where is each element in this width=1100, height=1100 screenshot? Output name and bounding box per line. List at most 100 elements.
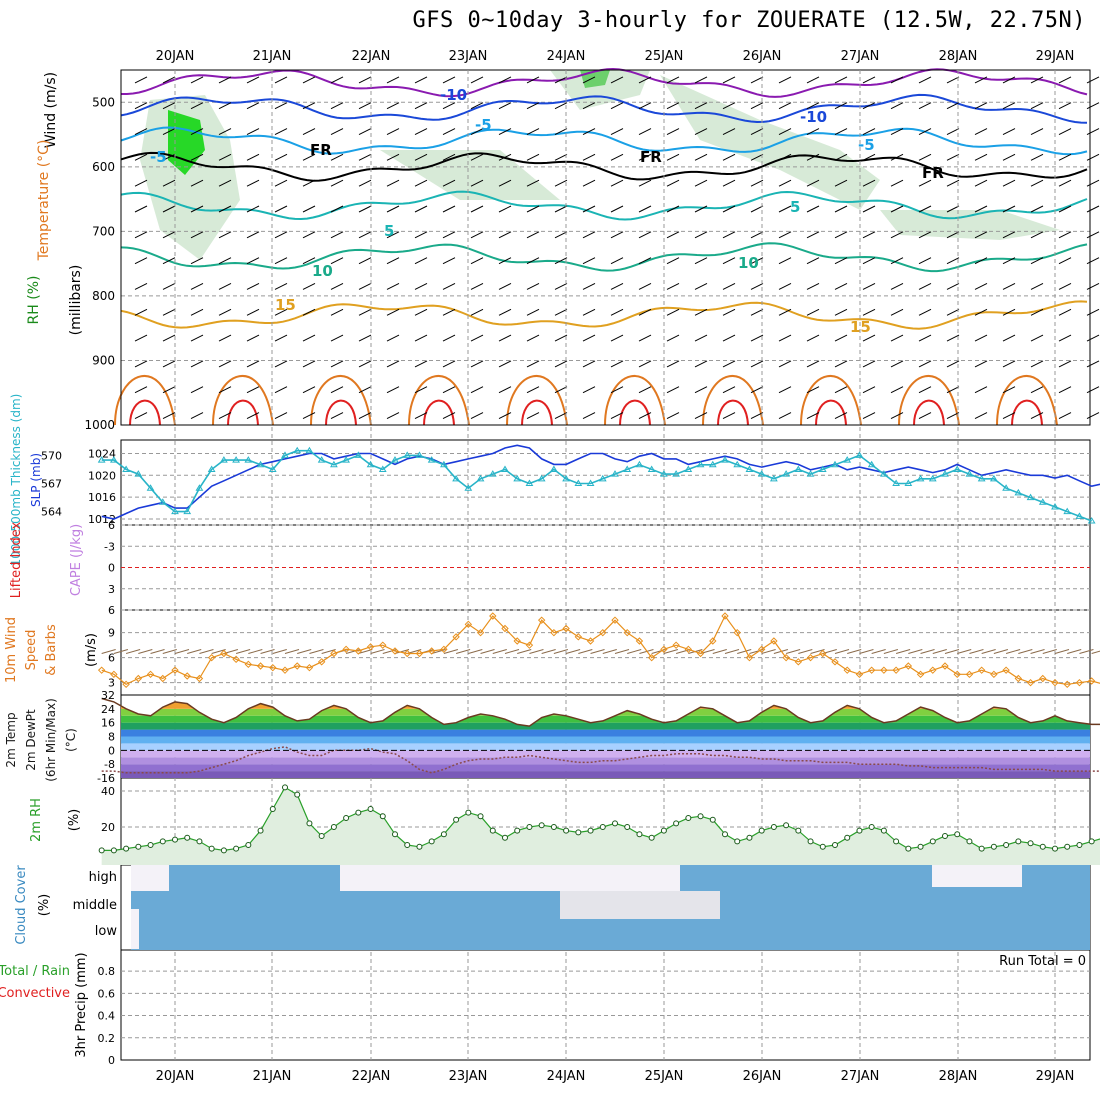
isotherm-line <box>212 375 274 426</box>
data-marker <box>403 649 411 658</box>
wind-barb <box>582 412 596 419</box>
wind-barb <box>582 205 596 213</box>
isotherm-line <box>702 375 764 426</box>
wind-barb <box>862 231 876 239</box>
wind-barb <box>1002 128 1016 135</box>
wind-barb <box>442 360 456 368</box>
wind-barb <box>370 649 385 654</box>
wind-barb <box>638 283 652 290</box>
wind-barb <box>190 308 204 316</box>
wind-barb <box>1030 128 1044 135</box>
wind-barb <box>890 128 904 135</box>
data-marker <box>171 507 179 515</box>
cloud-clear <box>340 865 680 891</box>
data-marker <box>366 643 375 651</box>
wind-barb <box>638 231 652 239</box>
wind-barb <box>778 257 792 265</box>
axis-label: & Barbs <box>44 624 59 676</box>
wind-barb <box>834 231 848 239</box>
wind-barb <box>330 231 344 239</box>
wind-barb <box>134 360 148 368</box>
wind-barb <box>138 649 153 654</box>
data-marker <box>488 470 497 477</box>
wind-barb <box>358 257 372 265</box>
wind-barb <box>246 412 260 419</box>
data-marker <box>378 465 387 472</box>
isotherm-line <box>120 300 1088 330</box>
data-marker <box>294 791 301 798</box>
wind-barb <box>554 257 568 265</box>
wind-barb <box>883 649 899 654</box>
wind-barb <box>666 412 680 419</box>
wind-barb <box>918 334 932 342</box>
wind-barb <box>578 649 593 654</box>
wind-barb <box>918 283 932 290</box>
wind-barb <box>974 334 988 342</box>
wind-barb <box>302 153 316 161</box>
wind-barb <box>610 412 624 419</box>
wind-barb <box>862 128 876 135</box>
tick-label: 40 <box>101 785 115 798</box>
wind-barb <box>414 334 428 342</box>
wind-barb <box>1086 257 1100 265</box>
data-marker <box>196 838 203 845</box>
wind-barb <box>554 205 568 213</box>
axis-label: Wind (m/s) <box>43 72 59 148</box>
data-marker <box>916 474 925 482</box>
wind-barb <box>778 308 792 316</box>
wind-barb <box>442 257 456 265</box>
data-marker <box>318 833 325 839</box>
data-marker <box>257 827 264 834</box>
data-marker <box>1075 678 1084 687</box>
wind-barb <box>246 179 260 187</box>
isotherm-line <box>521 399 553 426</box>
wind-barb <box>610 231 624 239</box>
wind-barb <box>526 128 540 135</box>
data-marker <box>928 474 937 482</box>
data-marker <box>305 663 314 672</box>
wind-barb <box>918 257 932 265</box>
data-marker <box>782 470 790 477</box>
data-marker <box>489 827 496 834</box>
wind-barb <box>1002 76 1016 84</box>
data-marker <box>673 820 680 827</box>
wind-barb <box>974 308 988 316</box>
x-tick-label: 20JAN <box>156 1069 195 1084</box>
contour-label: FR <box>310 141 332 159</box>
wind-barb <box>526 153 540 161</box>
wind-barb <box>1002 102 1016 110</box>
data-marker <box>746 834 753 841</box>
wind-barb <box>1086 334 1100 342</box>
axis-label: (%) <box>67 809 82 832</box>
rh-shading <box>168 110 205 175</box>
wind-barb <box>946 179 960 187</box>
data-marker <box>709 816 716 823</box>
tick-label: 32 <box>101 689 115 702</box>
wind-barb <box>190 360 204 368</box>
wind-barb <box>694 153 708 161</box>
data-marker <box>831 460 839 468</box>
wind-barb <box>414 386 428 394</box>
data-marker <box>256 662 265 670</box>
wind-barb <box>526 76 540 84</box>
contour-label: -5 <box>150 148 167 166</box>
isotherm-line <box>815 399 847 426</box>
wind-barb <box>190 334 204 342</box>
wind-barb <box>785 649 801 654</box>
contour-label: 5 <box>790 198 800 216</box>
axis-label: RH (%) <box>26 276 42 325</box>
wind-barb <box>946 334 960 342</box>
wind-barb <box>1002 205 1016 213</box>
data-marker <box>855 670 864 679</box>
wind-barb <box>187 649 202 654</box>
tick-label: high <box>89 870 117 885</box>
data-marker <box>721 612 729 620</box>
wind-barb <box>1030 308 1044 316</box>
data-marker <box>929 838 936 845</box>
series-line <box>101 449 1092 522</box>
wind-barb <box>134 231 148 239</box>
wind-barb <box>302 128 316 135</box>
data-marker <box>684 645 693 654</box>
wind-barb <box>174 649 190 654</box>
data-marker <box>1015 838 1022 845</box>
